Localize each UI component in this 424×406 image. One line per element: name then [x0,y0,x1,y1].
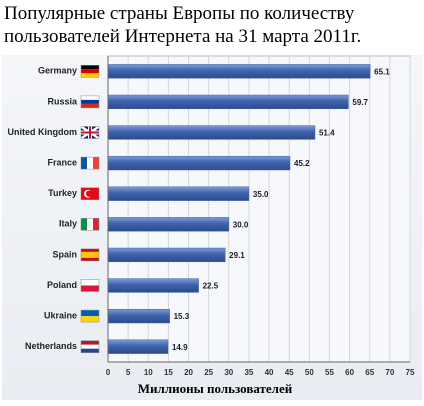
flag-stripe [81,218,87,231]
x-tick-label: 10 [144,368,153,377]
x-tick-label: 35 [244,368,253,377]
y-tick-label: United Kingdom [8,127,78,137]
flag-stripe [81,65,99,70]
value-label: 30.0 [233,220,249,229]
flag-stripe [81,340,99,345]
flag-stripe [81,279,99,286]
bar [107,64,371,79]
bar [107,217,230,232]
flag-stripe [81,95,99,100]
x-tick-label: 40 [265,368,274,377]
flag-border [80,309,100,323]
flag-border [80,248,100,262]
flag-stripe [81,73,99,78]
x-tick-label: 25 [204,368,213,377]
flag-border [80,340,100,353]
value-label: 15.3 [174,312,190,321]
value-label: 65.1 [374,67,390,76]
y-tick-label: Poland [47,280,77,290]
value-label: 45.2 [294,159,310,168]
flag-border [80,279,100,292]
flag-stripe [81,254,99,258]
flag-stripe [93,218,99,231]
bar [107,155,291,171]
x-tick-label: 60 [345,368,354,377]
x-tick-label: 75 [406,368,415,377]
y-tick-label: Netherlands [25,341,77,351]
value-label: 22.5 [203,282,219,291]
bar [107,308,170,324]
x-tick-label: 70 [385,368,394,377]
value-label: 59.7 [352,98,368,107]
value-label: 51.4 [319,129,335,138]
value-label: 14.9 [172,343,188,352]
y-tick-label: Spain [52,249,77,259]
flag-border [80,65,100,78]
x-tick-label: 65 [365,368,374,377]
flag-stripe [87,157,93,170]
flag-stripe [93,157,99,170]
value-label: 29.1 [229,251,245,260]
chart-title: Популярные страны Европы по количеству п… [4,3,362,47]
x-tick-label: 20 [184,368,193,377]
value-label: 35.0 [253,190,269,199]
x-tick-label: 45 [285,368,294,377]
flag-stripe [81,69,99,74]
flag-crescent [86,190,93,197]
flag-border [80,218,100,231]
x-tick-label: 0 [106,368,111,377]
y-tick-label: Ukraine [44,310,77,320]
flag-stripe [81,103,99,108]
x-tick-label: 5 [126,368,131,377]
flag-stripe [87,218,93,231]
flag-border [80,187,100,200]
flag-border [80,126,100,139]
flag-stripe [81,251,99,255]
y-tick-label: Russia [47,96,78,106]
y-tick-label: Turkey [48,188,77,198]
flag-border [80,156,100,170]
flag-stripe [81,248,99,252]
flag-cross [89,126,91,139]
flag-stripe [81,348,99,353]
flag-stripe [81,310,99,317]
bar [107,278,199,293]
flag-stripe [81,316,99,323]
bar [107,186,250,201]
flag-stripe [81,285,99,292]
x-tick-label: 55 [325,368,334,377]
y-tick-label: Italy [59,219,77,229]
y-tick-label: France [47,157,77,167]
flag-stripe [81,99,99,104]
flag-border [80,95,100,109]
flag-stripe [81,344,99,349]
flag-stripe [81,157,87,170]
x-axis-label: Миллионы пользователей [138,381,293,396]
bar [107,125,316,140]
x-tick-label: 15 [164,368,173,377]
y-tick-label: Germany [38,66,77,76]
bar [107,94,349,110]
flag-stripe [81,257,99,261]
bar [107,339,169,354]
bar [107,247,226,263]
x-tick-label: 30 [224,368,233,377]
x-tick-label: 50 [305,368,314,377]
